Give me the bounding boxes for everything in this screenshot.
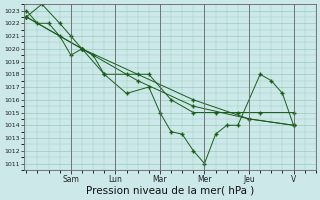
X-axis label: Pression niveau de la mer( hPa ): Pression niveau de la mer( hPa ) — [86, 186, 254, 196]
